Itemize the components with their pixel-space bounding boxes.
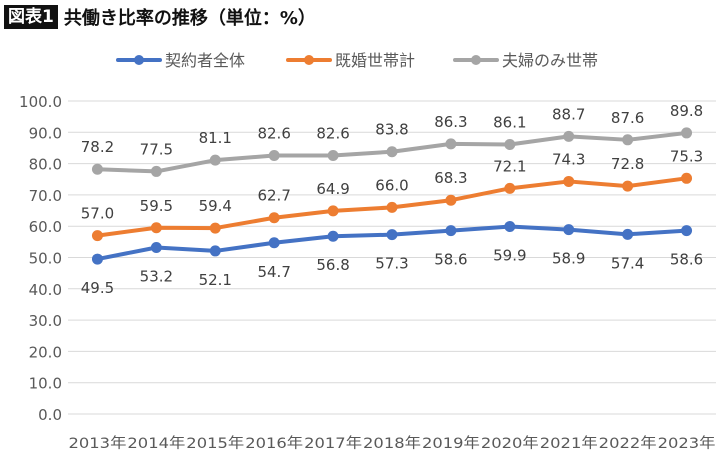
data-label: 66.0 [375,176,408,194]
data-point [91,253,103,265]
data-label: 59.4 [199,197,232,215]
data-point [268,149,280,161]
data-label: 86.3 [434,113,467,131]
data-label: 82.6 [316,124,349,142]
data-point [386,229,398,241]
data-point [209,154,221,166]
data-label: 72.8 [611,155,644,173]
y-tick-label: 60.0 [29,218,62,236]
data-point [445,194,457,206]
data-label: 89.8 [670,102,703,120]
data-label: 77.5 [140,140,173,158]
data-point [681,225,693,237]
data-point [386,201,398,213]
data-point [504,139,516,151]
y-tick-label: 40.0 [29,281,62,299]
x-tick-label: 2023年 [658,435,716,452]
data-label: 59.9 [493,247,526,265]
data-point [445,225,457,237]
data-label: 75.3 [670,147,703,165]
y-tick-label: 30.0 [29,312,62,330]
legend-marker [471,55,481,65]
data-label: 56.8 [316,256,349,274]
data-label: 58.6 [670,251,703,269]
data-label: 62.7 [257,187,290,205]
y-tick-label: 70.0 [29,187,62,205]
data-point [504,221,516,233]
y-tick-label: 20.0 [29,343,62,361]
data-point [622,134,634,146]
data-label: 82.6 [257,124,290,142]
x-tick-label: 2014年 [127,435,185,452]
data-point [150,241,162,253]
x-tick-label: 2021年 [540,435,598,452]
y-tick-label: 50.0 [29,250,62,268]
data-label: 81.1 [199,129,232,147]
data-label: 57.4 [611,254,644,272]
data-point [327,205,339,217]
data-point [91,230,103,242]
data-point [209,245,221,257]
data-label: 49.5 [81,279,114,297]
x-tick-label: 2013年 [69,435,127,452]
legend-marker [304,55,314,65]
title-row: 図表1 共働き比率の推移（単位：%） [4,4,316,30]
data-label: 57.3 [375,255,408,273]
figure-badge: 図表1 [4,5,58,29]
y-tick-label: 80.0 [29,156,62,174]
data-point [563,224,575,236]
chart-title: 共働き比率の推移（単位：%） [63,8,316,29]
data-label: 74.3 [552,150,585,168]
data-label: 53.2 [140,267,173,285]
data-point [91,163,103,175]
data-label: 52.1 [199,271,232,289]
data-point [622,228,634,240]
data-label: 83.8 [375,121,408,139]
y-tick-label: 100.0 [19,93,62,111]
data-point [563,175,575,187]
x-tick-label: 2019年 [422,435,480,452]
legend-label: 契約者全体 [165,51,245,70]
data-label: 54.7 [257,263,290,281]
data-point [622,180,634,192]
data-label: 59.5 [140,197,173,215]
data-label: 87.6 [611,109,644,127]
x-tick-label: 2017年 [304,435,362,452]
x-tick-label: 2020年 [481,435,539,452]
data-point [209,222,221,234]
x-tick-label: 2016年 [245,435,303,452]
data-point [327,230,339,242]
data-point [268,212,280,224]
legend-label: 夫婦のみ世帯 [502,51,598,70]
data-point [445,138,457,150]
data-label: 58.9 [552,250,585,268]
data-label: 86.1 [493,114,526,132]
data-point [563,130,575,142]
y-tick-label: 90.0 [29,124,62,142]
y-tick-label: 0.0 [38,406,62,424]
data-point [504,182,516,194]
x-tick-label: 2018年 [363,435,421,452]
data-label: 64.9 [316,180,349,198]
x-tick-label: 2015年 [186,435,244,452]
legend-label: 既婚世帯計 [335,51,415,70]
data-point [386,146,398,158]
data-label: 72.1 [493,157,526,175]
data-label: 58.6 [434,251,467,269]
data-label: 57.0 [81,205,114,223]
data-label: 68.3 [434,169,467,187]
data-point [681,172,693,184]
data-point [268,237,280,249]
x-tick-label: 2022年 [599,435,657,452]
data-point [327,149,339,161]
legend-marker [134,55,144,65]
y-tick-label: 10.0 [29,375,62,393]
data-point [150,222,162,234]
data-point [681,127,693,139]
data-label: 78.2 [81,138,114,156]
data-label: 88.7 [552,105,585,123]
data-point [150,165,162,177]
